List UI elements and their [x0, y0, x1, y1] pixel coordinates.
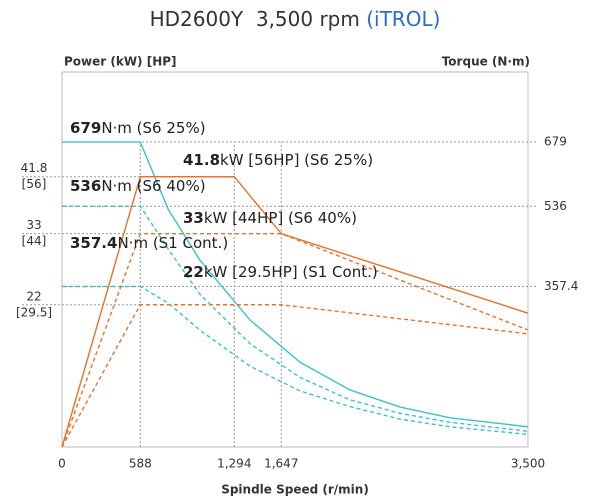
- x-tick-label: 1,294: [217, 457, 251, 471]
- annotation-value: 22: [183, 263, 204, 281]
- y-tick-label: 33: [26, 218, 41, 232]
- annotation: 41.8kW [56HP] (S6 25%): [183, 151, 373, 169]
- annotation: 22kW [29.5HP] (S1 Cont.): [183, 263, 378, 281]
- y-tick-label: 22: [26, 289, 41, 303]
- y-tick-hp-label: [56]: [22, 177, 47, 191]
- x-tick-label: 1,647: [264, 457, 298, 471]
- x-tick-label: 0: [58, 457, 66, 471]
- annotation-value: 357.4: [70, 234, 117, 252]
- annotation-value: 536: [70, 177, 101, 195]
- annotation-text: kW [44HP] (S6 40%): [204, 209, 357, 227]
- title-main: HD2600Y 3,500 rpm: [150, 7, 360, 31]
- series-line: [61, 304, 529, 448]
- series-line: [62, 285, 529, 436]
- annotation-text: N·m (S6 25%): [101, 119, 205, 137]
- annotation: 536N·m (S6 40%): [70, 177, 206, 195]
- annotation-text: kW [56HP] (S6 25%): [220, 151, 373, 169]
- y-tick-label: 41.8: [21, 161, 48, 175]
- y-tick-hp-label: [29.5]: [16, 305, 52, 319]
- x-tick-label: 3,500: [511, 457, 545, 471]
- chart-title: HD2600Y 3,500 rpm (iTROL): [150, 7, 441, 31]
- annotation-value: 41.8: [183, 151, 220, 169]
- series-line: [61, 232, 529, 448]
- annotation-text: kW [29.5HP] (S1 Cont.): [204, 263, 378, 281]
- title-suffix: (iTROL): [366, 7, 440, 31]
- y-axis-label: Power (kW) [HP]: [64, 55, 177, 69]
- annotation-text: N·m (S1 Cont.): [117, 234, 228, 252]
- annotation: 679N·m (S6 25%): [70, 119, 206, 137]
- series-line: [62, 141, 529, 428]
- y-tick-hp-label: [44]: [22, 234, 47, 248]
- annotation: 357.4N·m (S1 Cont.): [70, 234, 228, 252]
- annotation: 33kW [44HP] (S6 40%): [183, 209, 357, 227]
- y2-tick-label: 679: [544, 135, 567, 149]
- x-axis-label: Spindle Speed (r/min): [221, 483, 369, 497]
- annotation-value: 33: [183, 209, 204, 227]
- annotation-text: N·m (S6 40%): [101, 177, 205, 195]
- series-line: [61, 176, 529, 448]
- y2-axis-label: Torque (N·m): [442, 55, 530, 69]
- x-tick-label: 588: [129, 457, 152, 471]
- y2-tick-label: 536: [544, 199, 567, 213]
- plot-frame: [61, 71, 529, 448]
- annotation-value: 679: [70, 119, 101, 137]
- y2-tick-label: 357.4: [544, 279, 578, 293]
